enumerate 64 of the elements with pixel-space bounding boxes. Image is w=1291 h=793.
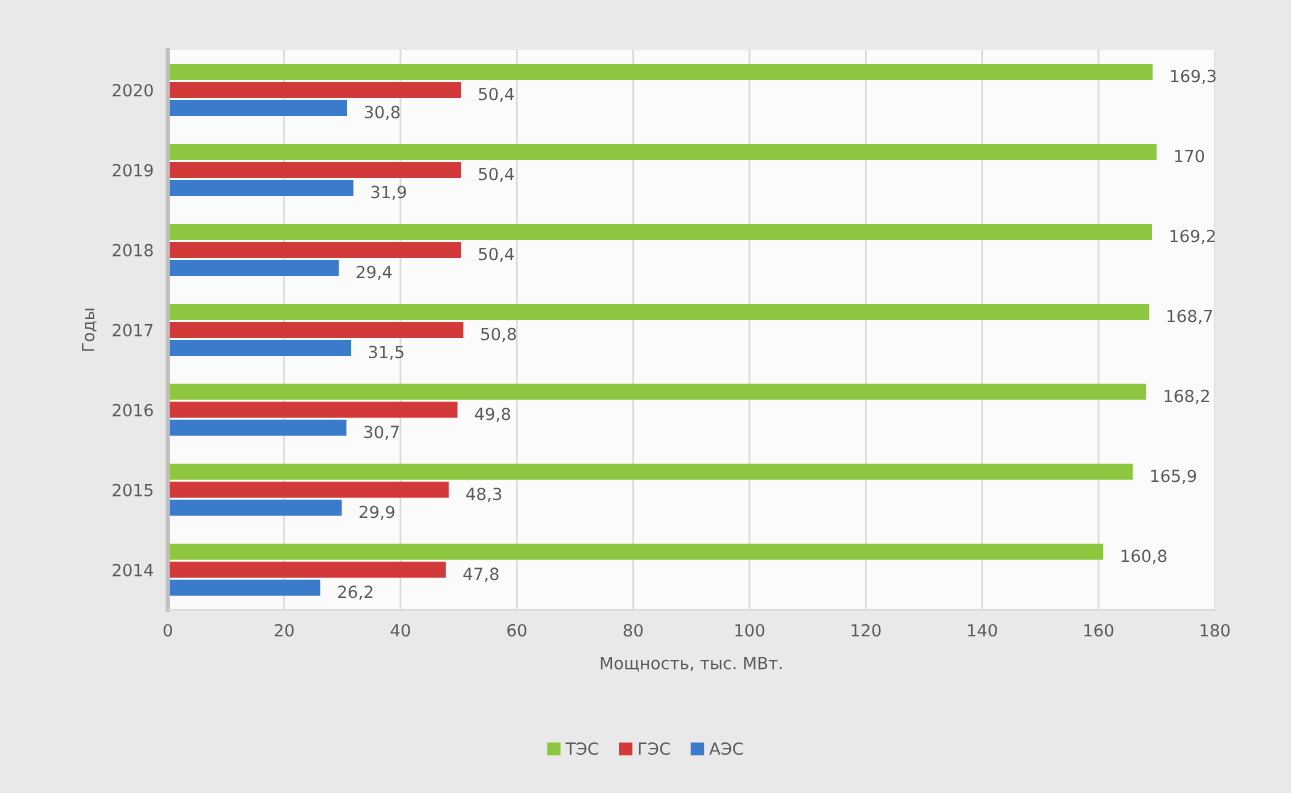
bar <box>167 561 446 578</box>
x-tick-label: 20 <box>274 624 294 637</box>
data-label: 49,8 <box>474 407 511 422</box>
bar <box>167 81 461 98</box>
x-tick-label: 100 <box>735 624 765 637</box>
bar <box>167 321 464 338</box>
bar <box>167 63 1153 80</box>
data-label: 31,9 <box>371 185 406 201</box>
x-tick-label: 60 <box>507 624 527 637</box>
legend-label: АЭС <box>709 742 743 755</box>
bar <box>167 143 1157 160</box>
data-label: 31,5 <box>368 345 404 360</box>
x-tick-label: 140 <box>968 624 997 637</box>
bar <box>167 99 347 116</box>
y-tick-label: 2015 <box>112 483 153 497</box>
data-label: 160,8 <box>1121 549 1167 564</box>
data-label: 170 <box>1175 149 1205 163</box>
bar <box>167 401 458 418</box>
y-tick-label: 2014 <box>112 563 154 577</box>
data-label: 169,2 <box>1170 229 1215 244</box>
x-tick-label: 160 <box>1084 624 1114 637</box>
data-label: 169,3 <box>1171 69 1216 85</box>
data-label: 48,3 <box>466 487 502 502</box>
data-label: 30,8 <box>364 105 400 121</box>
y-tick-label: 2017 <box>112 323 153 337</box>
x-tick-label: 120 <box>851 624 881 637</box>
data-label: 165,9 <box>1151 469 1197 484</box>
bar <box>167 303 1150 320</box>
bar <box>167 463 1133 480</box>
x-tick-label: 0 <box>163 624 173 637</box>
bar <box>167 419 347 436</box>
bar <box>167 481 449 498</box>
data-label: 50,4 <box>478 247 514 262</box>
bar <box>167 383 1147 400</box>
y-tick-label: 2018 <box>112 243 153 257</box>
data-label: 50,4 <box>478 167 514 183</box>
x-tick-label: 180 <box>1200 624 1230 637</box>
data-label: 29,4 <box>356 265 392 280</box>
bar <box>167 543 1104 560</box>
bar <box>167 339 352 356</box>
bar <box>167 161 461 178</box>
x-tick-label: 80 <box>623 624 643 637</box>
legend-label: ТЭС <box>565 742 599 755</box>
bar <box>167 179 354 196</box>
data-label: 168,7 <box>1167 309 1213 324</box>
y-axis-title: Годы <box>82 308 97 351</box>
bar <box>167 223 1153 240</box>
data-label: 26,2 <box>338 585 373 600</box>
data-label: 50,8 <box>481 327 516 342</box>
data-label: 168,2 <box>1164 389 1209 404</box>
bar <box>167 499 342 516</box>
data-label: 50,4 <box>478 87 514 103</box>
y-tick-label: 2019 <box>112 163 153 177</box>
data-label: 30,7 <box>364 425 399 440</box>
data-label: 47,8 <box>463 567 499 582</box>
legend-label: ГЭС <box>638 742 670 755</box>
bar <box>167 259 339 276</box>
y-tick-label: 2020 <box>112 83 153 97</box>
x-axis-title: Мощность, тыс. МВт. <box>600 657 782 672</box>
bar <box>167 579 321 596</box>
x-tick-label: 40 <box>390 624 410 637</box>
data-label: 29,9 <box>359 505 395 520</box>
bar <box>167 241 461 258</box>
y-tick-label: 2016 <box>112 403 153 417</box>
